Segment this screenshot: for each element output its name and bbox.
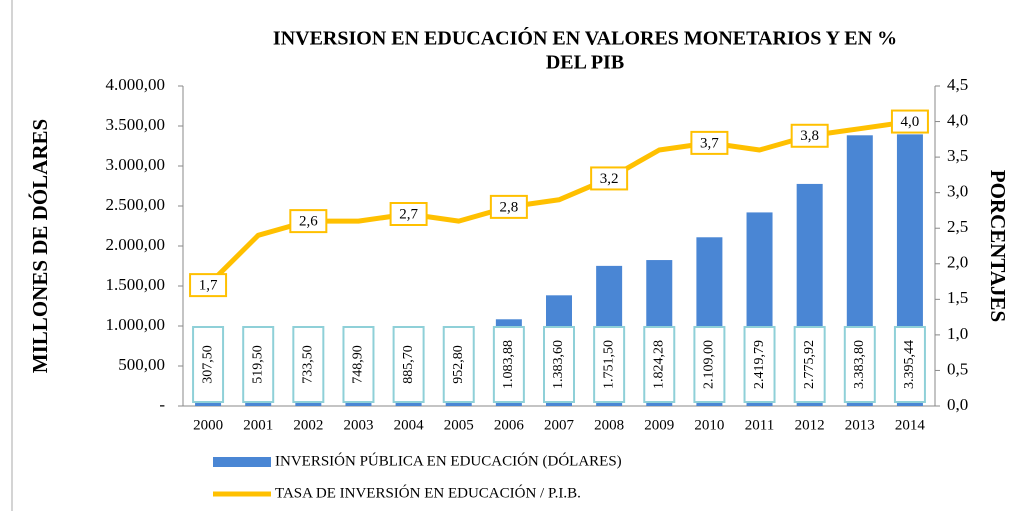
data-label: 2.775,92 [802,340,817,389]
data-label: 748,90 [351,345,366,384]
x-tick-label: 2005 [444,417,474,433]
data-label: 307,50 [200,345,215,384]
x-tick-label: 2013 [845,417,875,433]
legend-label: TASA DE INVERSIÓN EN EDUCACIÓN / P.I.B. [275,484,581,501]
data-label: 733,50 [301,345,316,384]
data-label: 3.383,80 [852,340,867,389]
y2-tick-label: 4,5 [947,75,968,94]
y-tick-label: 1.500,00 [106,275,166,294]
y2-tick-label: 1,0 [947,324,968,343]
data-label: 3,2 [600,171,619,187]
data-label: 1.083,88 [501,340,516,389]
x-tick-label: 2008 [594,417,624,433]
y-axis-label: MILLONES DE DÓLARES [28,119,52,373]
x-tick-label: 2009 [644,417,674,433]
data-label-box [492,326,525,403]
data-label: 1.383,60 [551,340,566,389]
data-label: 3,8 [800,128,819,144]
data-label: 952,80 [451,345,466,384]
y2-tick-label: 2,5 [947,217,968,236]
x-tick-label: 2000 [193,417,223,433]
y2-tick-label: 0,0 [947,395,968,414]
data-label: 2,6 [299,214,318,230]
data-label-box [442,326,475,403]
y2-tick-label: 3,0 [947,182,968,201]
y-tick-label: 3.500,00 [106,115,166,134]
data-label-box [743,326,776,403]
data-label-box [392,326,425,403]
data-label: 2.419,79 [752,340,767,389]
y2-tick-label: 0,5 [947,359,968,378]
data-label-box [590,166,629,191]
data-label: 519,50 [250,345,265,384]
data-label: 2,7 [399,206,418,222]
data-label-box [292,326,325,403]
x-tick-label: 2010 [694,417,724,433]
x-tick-label: 2011 [745,417,774,433]
y-tick-label: 1.000,00 [106,315,166,334]
data-label-box [289,209,328,234]
y-tick-label: 2.000,00 [106,235,166,254]
data-label: 4,0 [901,114,920,130]
data-label-box [893,326,926,403]
data-label-box [593,326,626,403]
x-tick-label: 2003 [343,417,373,433]
data-label: 885,70 [401,345,416,384]
data-label-box [693,326,726,403]
data-label-box [192,326,225,403]
data-label: 2,8 [499,199,518,215]
x-tick-label: 2001 [243,417,273,433]
x-tick-label: 2014 [895,417,926,433]
y2-tick-label: 1,5 [947,288,968,307]
y-tick-label: 4.000,00 [106,75,166,94]
data-label-box [790,123,829,148]
data-label-box [389,202,428,226]
data-label-box [543,326,575,403]
y-tick-label: 500,00 [118,355,165,374]
data-label-box [643,326,676,403]
data-label: 1.751,50 [601,340,616,389]
y-tick-label: 3.000,00 [106,155,166,174]
legend-label: INVERSIÓN PÚBLICA EN EDUCACIÓN (DÓLARES) [275,452,622,469]
legend-swatch [213,457,271,467]
x-tick-label: 2004 [394,417,425,433]
y2-tick-label: 3,5 [947,146,968,165]
data-label-box [242,326,275,403]
data-label: 1.824,28 [651,340,666,389]
x-tick-label: 2002 [293,417,323,433]
data-label-box [793,326,826,403]
x-tick-label: 2007 [544,417,575,433]
data-label: 3.395,44 [902,340,917,389]
y2-tick-label: 2,0 [947,253,968,272]
data-label-box [189,273,228,298]
data-label-box [342,326,375,403]
x-tick-label: 2006 [494,417,525,433]
data-label: 1,7 [199,278,218,294]
x-tick-label: 2012 [795,417,825,433]
data-label: 2.109,00 [702,340,717,389]
data-label-box [690,130,729,155]
y2-tick-label: 4,0 [947,110,968,129]
chart-title: INVERSION EN EDUCACIÓN EN VALORES MONETA… [273,26,897,50]
chart-title: DEL PIB [546,52,624,74]
y-tick-label: 2.500,00 [106,195,166,214]
data-label-box [489,194,528,219]
data-label-box [890,109,929,134]
data-label: 3,7 [700,135,719,151]
y-tick-label: - [159,395,165,414]
y2-axis-label: PORCENTAJES [986,170,1010,322]
data-label-box [843,326,876,403]
